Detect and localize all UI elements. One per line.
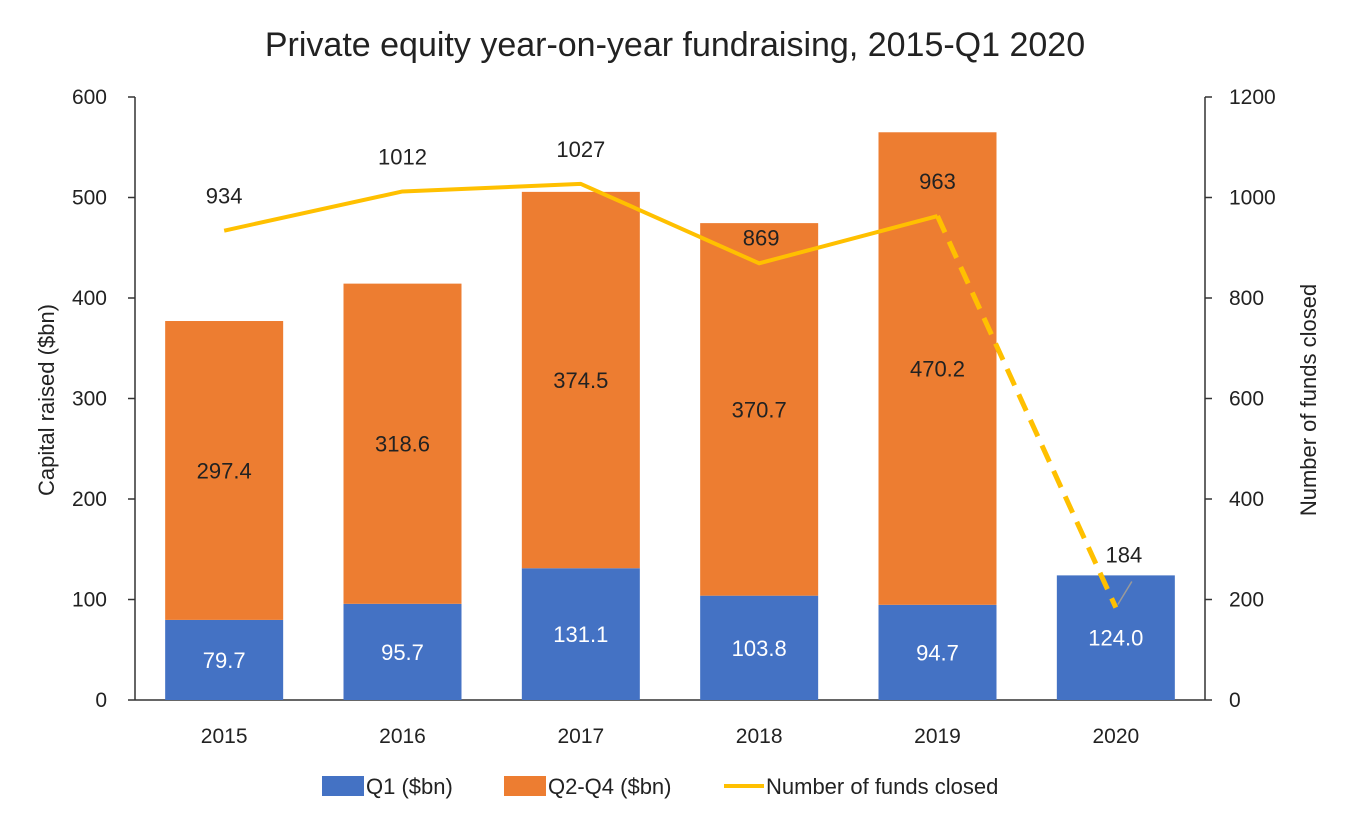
bar-label-q1: 95.7 (381, 640, 424, 665)
bar-q2-q4 (343, 283, 462, 604)
y-tick-label: 100 (72, 589, 107, 612)
bar-q2-q4 (165, 321, 284, 620)
bar-label-q2-q4: 470.2 (910, 357, 965, 382)
legend-swatch (322, 776, 364, 796)
line-label: 1012 (378, 144, 427, 169)
x-tick-label: 2017 (557, 725, 604, 748)
y2-tick-label: 1000 (1229, 187, 1276, 210)
legend-label: Q1 ($bn) (366, 774, 453, 799)
data-labels: 297.4 79.7 318.6 95.7 374.5 131.1 370.7 103.8 47… (197, 137, 1144, 673)
chart-title: Private equity year-on-year fundraising,… (265, 26, 1085, 64)
y-axis-label: Capital raised ($bn) (34, 304, 59, 496)
y2-tick-label: 600 (1229, 388, 1264, 411)
y-tick-label: 200 (72, 488, 107, 511)
bar-label-q1: 79.7 (203, 648, 246, 673)
bars (165, 132, 1175, 700)
y2-axis-label: Number of funds closed (1296, 284, 1321, 516)
bar-q1 (165, 619, 284, 700)
line-label: 963 (919, 169, 956, 194)
y2-tick-label: 0 (1229, 689, 1241, 712)
bar-label-q1: 103.8 (732, 636, 787, 661)
x-tick-label: 2015 (201, 725, 248, 748)
legend-swatch (504, 776, 546, 796)
y-tick-label: 600 (72, 86, 107, 109)
axes: 0 100 200 300 400 500 600 0 200 400 600 800 1000 1200… (72, 86, 1276, 748)
bar-q2-q4 (521, 191, 640, 569)
line-label: 934 (206, 184, 243, 209)
legend: Q1 ($bn) Q2-Q4 ($bn) Number of funds close… (322, 774, 998, 799)
bar-q2-q4 (700, 223, 819, 596)
x-tick-label: 2019 (914, 725, 961, 748)
x-tick-label: 2018 (736, 725, 783, 748)
y-tick-label: 500 (72, 187, 107, 210)
y-tick-label: 400 (72, 287, 107, 310)
bar-label-q2-q4: 374.5 (553, 368, 608, 393)
bar-q1 (343, 603, 462, 700)
y2-tick-label: 400 (1229, 488, 1264, 511)
bar-q1 (521, 568, 640, 700)
bar-q2-q4 (878, 132, 997, 605)
bar-label-q2-q4: 370.7 (732, 397, 787, 422)
x-tick-label: 2020 (1092, 725, 1139, 748)
funds-line (223, 181, 1119, 609)
funds-line-solid (223, 181, 939, 266)
line-label: 1027 (556, 137, 605, 162)
bar-label-q1: 131.1 (553, 622, 608, 647)
y2-tick-label: 200 (1229, 589, 1264, 612)
x-tick-label: 2016 (379, 725, 426, 748)
y2-tick-label: 1200 (1229, 86, 1276, 109)
bar-label-q2-q4: 318.6 (375, 432, 430, 457)
y-tick-label: 0 (95, 689, 107, 712)
bar-q1 (700, 595, 819, 700)
line-label: 869 (743, 225, 780, 250)
y2-tick-label: 800 (1229, 287, 1264, 310)
funds-line-dashed (935, 215, 1119, 609)
bar-label-q2-q4: 297.4 (197, 458, 252, 483)
bar-label-q1: 124.0 (1088, 626, 1143, 651)
bar-q1 (1056, 575, 1175, 700)
bar-label-q1: 94.7 (916, 640, 959, 665)
legend-label: Q2-Q4 ($bn) (548, 774, 672, 799)
bar-q1 (878, 604, 997, 700)
y-tick-label: 300 (72, 388, 107, 411)
legend-label: Number of funds closed (766, 774, 998, 799)
line-label-leader (1117, 581, 1133, 605)
line-label: 184 (1105, 543, 1142, 568)
